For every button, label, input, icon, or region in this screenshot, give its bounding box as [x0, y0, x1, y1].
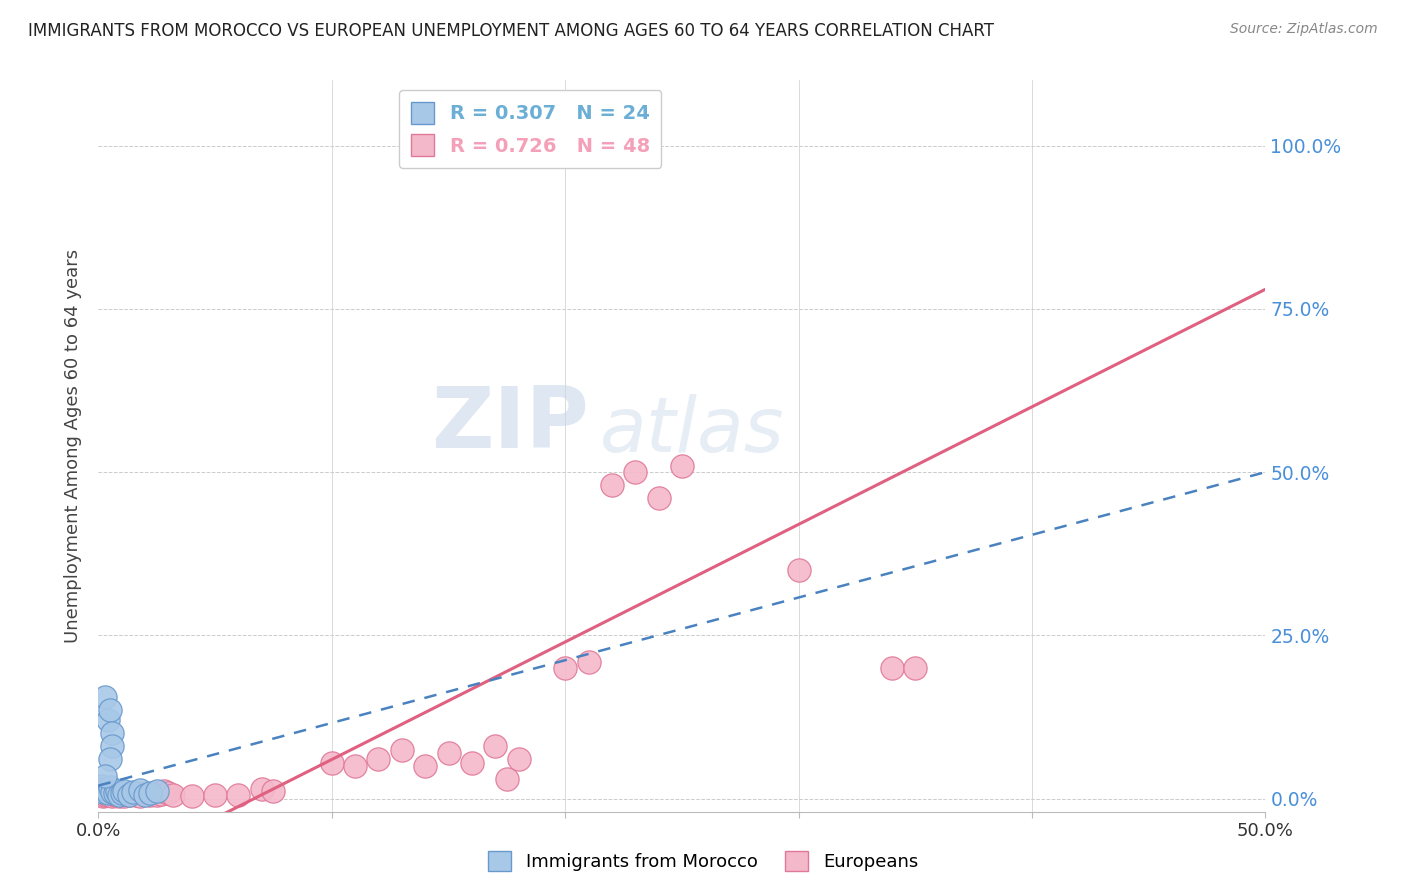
- Point: [108, 788, 131, 802]
- Point: [94, 781, 117, 796]
- Point: [134, 786, 156, 800]
- Point: [496, 772, 519, 786]
- Legend: Immigrants from Morocco, Europeans: Immigrants from Morocco, Europeans: [481, 844, 925, 879]
- Point: [97, 714, 120, 728]
- Point: [105, 784, 128, 798]
- Point: [91, 789, 114, 803]
- Point: [90, 788, 112, 802]
- Point: [157, 786, 180, 800]
- Point: [98, 787, 121, 801]
- Point: [554, 661, 576, 675]
- Point: [101, 726, 124, 740]
- Point: [90, 779, 112, 793]
- Point: [143, 787, 166, 801]
- Y-axis label: Unemployment Among Ages 60 to 64 years: Unemployment Among Ages 60 to 64 years: [63, 249, 82, 643]
- Point: [91, 785, 114, 799]
- Text: IMMIGRANTS FROM MOROCCO VS EUROPEAN UNEMPLOYMENT AMONG AGES 60 TO 64 YEARS CORRE: IMMIGRANTS FROM MOROCCO VS EUROPEAN UNEM…: [28, 22, 994, 40]
- Point: [97, 787, 120, 801]
- Point: [413, 759, 436, 773]
- Point: [94, 690, 117, 705]
- Point: [880, 661, 903, 675]
- Point: [321, 756, 343, 770]
- Point: [344, 759, 367, 773]
- Point: [180, 789, 202, 803]
- Point: [122, 785, 145, 799]
- Point: [122, 787, 145, 801]
- Text: Source: ZipAtlas.com: Source: ZipAtlas.com: [1230, 22, 1378, 37]
- Point: [484, 739, 506, 754]
- Point: [101, 785, 124, 799]
- Point: [104, 788, 127, 802]
- Point: [129, 789, 152, 803]
- Point: [94, 788, 117, 802]
- Point: [112, 789, 135, 803]
- Point: [437, 746, 460, 760]
- Point: [98, 704, 121, 718]
- Point: [94, 769, 117, 783]
- Point: [112, 784, 135, 798]
- Point: [134, 788, 156, 802]
- Point: [624, 465, 647, 479]
- Point: [250, 781, 273, 796]
- Point: [97, 789, 120, 803]
- Point: [228, 789, 250, 803]
- Point: [129, 782, 152, 797]
- Point: [139, 788, 162, 802]
- Point: [146, 784, 169, 798]
- Point: [787, 563, 810, 577]
- Point: [647, 491, 669, 506]
- Text: atlas: atlas: [600, 394, 785, 468]
- Point: [146, 789, 169, 803]
- Point: [671, 458, 693, 473]
- Point: [115, 787, 138, 801]
- Point: [578, 655, 600, 669]
- Point: [461, 756, 484, 770]
- Point: [108, 789, 131, 803]
- Point: [101, 739, 124, 754]
- Point: [118, 788, 141, 802]
- Point: [162, 788, 184, 802]
- Point: [391, 742, 413, 756]
- Point: [139, 786, 162, 800]
- Point: [262, 784, 284, 798]
- Point: [150, 787, 173, 801]
- Point: [104, 787, 127, 801]
- Point: [367, 752, 389, 766]
- Point: [508, 752, 530, 766]
- Point: [101, 789, 124, 803]
- Point: [111, 788, 134, 802]
- Point: [204, 788, 226, 802]
- Point: [105, 789, 128, 803]
- Point: [111, 786, 134, 800]
- Legend: R = 0.307   N = 24, R = 0.726   N = 48: R = 0.307 N = 24, R = 0.726 N = 48: [399, 90, 661, 168]
- Point: [118, 789, 141, 803]
- Text: ZIP: ZIP: [430, 383, 589, 466]
- Point: [152, 784, 174, 798]
- Point: [98, 752, 121, 766]
- Point: [904, 661, 927, 675]
- Point: [600, 478, 623, 492]
- Point: [125, 788, 148, 802]
- Point: [98, 780, 121, 794]
